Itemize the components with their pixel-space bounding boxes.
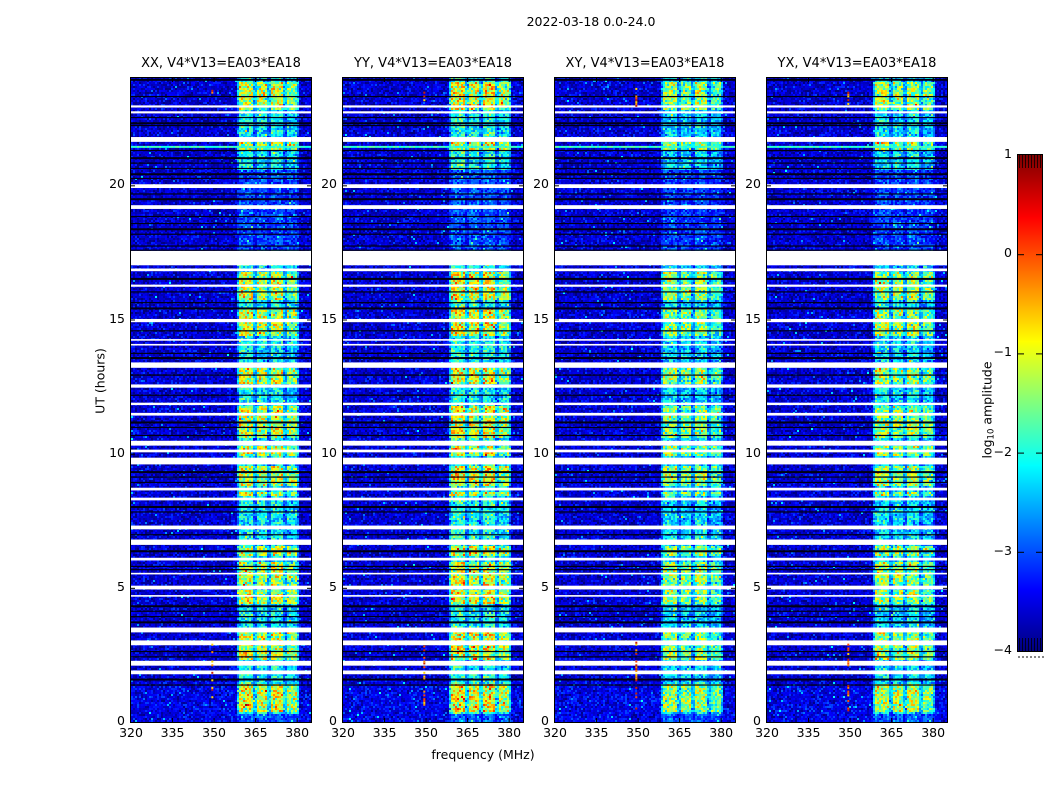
x-tick-label: 380 bbox=[285, 725, 310, 740]
y-tick-label: 0 bbox=[117, 713, 125, 728]
y-tick-label: 10 bbox=[321, 444, 337, 460]
y-axis-label: UT (hours) bbox=[92, 348, 108, 414]
x-tick-label: 365 bbox=[243, 725, 268, 740]
x-tick-label: 365 bbox=[879, 725, 904, 740]
x-tick-label: 380 bbox=[709, 725, 734, 740]
y-tick-label: 0 bbox=[753, 713, 761, 728]
y-tick-label: 10 bbox=[533, 444, 549, 460]
x-tick-label: 335 bbox=[796, 725, 821, 740]
x-tick-label: 320 bbox=[331, 725, 355, 740]
x-tick-label: 350 bbox=[626, 725, 650, 740]
y-tick-label: 5 bbox=[329, 578, 337, 594]
spectrogram-panel-yy bbox=[342, 77, 524, 723]
colorbar-tick-label: 1 bbox=[1004, 146, 1012, 161]
x-tick-label: 365 bbox=[455, 725, 480, 740]
y-tick-label: 15 bbox=[533, 310, 549, 326]
y-tick-label: 15 bbox=[321, 310, 337, 326]
colorbar-extend-dots-icon bbox=[1018, 656, 1044, 658]
spectrogram-panel-xx bbox=[130, 77, 312, 723]
y-tick-label: 5 bbox=[117, 578, 125, 594]
y-tick-label: 15 bbox=[745, 310, 761, 326]
y-tick-label: 15 bbox=[109, 310, 125, 326]
x-tick-label: 335 bbox=[372, 725, 397, 740]
x-tick-label: 380 bbox=[921, 725, 946, 740]
y-tick-label: 20 bbox=[109, 176, 125, 192]
y-tick-label: 20 bbox=[533, 176, 549, 192]
y-tick-label: 20 bbox=[745, 176, 761, 192]
x-tick-label: 320 bbox=[119, 725, 143, 740]
figure-title: 2022-03-18 0.0-24.0 bbox=[526, 14, 656, 29]
panel-title-xy: XY, V4*V13=EA03*EA18 bbox=[565, 56, 725, 71]
x-tick-label: 350 bbox=[414, 725, 438, 740]
x-tick-label: 350 bbox=[202, 725, 226, 740]
y-tick-label: 10 bbox=[745, 444, 761, 460]
x-tick-label: 365 bbox=[667, 725, 692, 740]
x-tick-label: 350 bbox=[838, 725, 862, 740]
y-tick-label: 0 bbox=[541, 713, 549, 728]
colorbar-gradient bbox=[1017, 154, 1043, 652]
panel-title-yy: YY, V4*V13=EA03*EA18 bbox=[354, 56, 512, 71]
spectrogram-panel-xy bbox=[554, 77, 736, 723]
panel-title-xx: XX, V4*V13=EA03*EA18 bbox=[141, 56, 301, 71]
y-tick-label: 10 bbox=[109, 444, 125, 460]
x-tick-label: 335 bbox=[584, 725, 609, 740]
colorbar-tick-label: −3 bbox=[993, 542, 1012, 558]
colorbar-tick-label: −4 bbox=[993, 642, 1012, 657]
y-tick-label: 5 bbox=[753, 578, 761, 594]
x-tick-label: 320 bbox=[543, 725, 567, 740]
panel-title-yx: YX, V4*V13=EA03*EA18 bbox=[777, 56, 937, 71]
colorbar-tick-label: −2 bbox=[993, 443, 1012, 459]
x-tick-label: 320 bbox=[755, 725, 779, 740]
x-axis-label: frequency (MHz) bbox=[431, 747, 535, 762]
spectrogram-panel-yx bbox=[766, 77, 948, 723]
colorbar-tick-label: −1 bbox=[993, 344, 1012, 360]
x-tick-label: 380 bbox=[497, 725, 522, 740]
x-tick-label: 335 bbox=[160, 725, 185, 740]
colorbar-tick-label: 0 bbox=[1004, 245, 1012, 261]
y-tick-label: 0 bbox=[329, 713, 337, 728]
y-tick-label: 20 bbox=[321, 176, 337, 192]
y-tick-label: 5 bbox=[541, 578, 549, 594]
